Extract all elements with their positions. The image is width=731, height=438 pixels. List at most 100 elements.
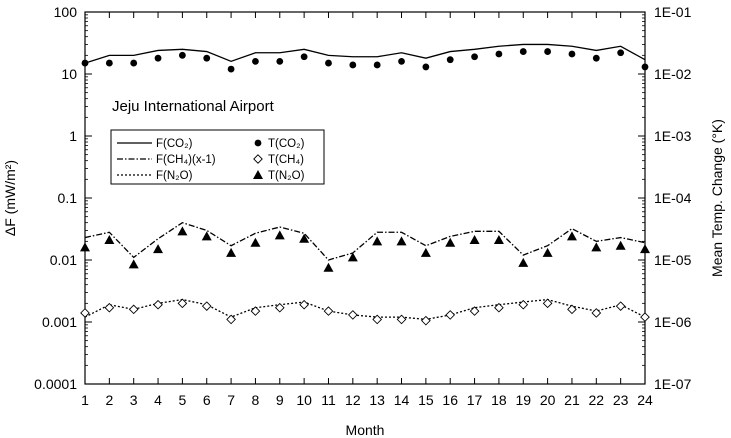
data-point-t-ch bbox=[421, 315, 431, 326]
data-point-t-ch bbox=[615, 301, 626, 312]
data-point-t-co bbox=[398, 57, 405, 65]
data-point-t-n-o bbox=[396, 236, 407, 246]
axis-ticks bbox=[84, 11, 646, 385]
data-point-t-ch bbox=[445, 310, 456, 320]
y-left-tick-label: 0.01 bbox=[50, 252, 77, 268]
data-point-t-co bbox=[471, 53, 478, 61]
legend-marker-t-co bbox=[254, 139, 262, 147]
data-point-t-n-o bbox=[347, 252, 358, 262]
data-point-t-ch bbox=[177, 298, 188, 309]
data-point-t-co bbox=[203, 54, 211, 62]
y-right-tick-label: 1E-02 bbox=[654, 66, 692, 82]
series-line-f-n-o bbox=[84, 298, 646, 321]
legend-label-f-co: F(CO₂) bbox=[156, 138, 193, 150]
y-right-tick-label: 1E-05 bbox=[654, 252, 692, 268]
data-point-t-n-o bbox=[640, 244, 650, 254]
data-point-t-co bbox=[641, 63, 649, 71]
series-layer bbox=[80, 43, 650, 326]
x-tick-label: 12 bbox=[345, 392, 361, 408]
data-point-t-n-o bbox=[274, 230, 285, 240]
legend-label-t-n-o: T(N₂O) bbox=[268, 170, 305, 182]
x-tick-label: 17 bbox=[467, 392, 483, 408]
data-point-t-ch bbox=[469, 306, 480, 316]
data-point-t-co bbox=[130, 59, 138, 67]
series-t-n-o bbox=[80, 226, 650, 272]
data-point-t-ch bbox=[153, 299, 163, 310]
data-point-t-n-o bbox=[493, 235, 504, 245]
data-point-t-co bbox=[81, 59, 89, 67]
data-point-t-n-o bbox=[445, 237, 456, 247]
x-tick-label: 20 bbox=[540, 392, 556, 408]
x-tick-label: 15 bbox=[418, 392, 434, 408]
data-point-t-co bbox=[519, 48, 527, 55]
series-line-f-ch-x-1 bbox=[84, 221, 646, 261]
data-point-t-n-o bbox=[80, 242, 90, 252]
series-f-ch-x-1 bbox=[84, 221, 646, 261]
plot-frame bbox=[84, 11, 646, 385]
data-point-t-co bbox=[592, 54, 600, 62]
data-point-t-co bbox=[105, 59, 113, 67]
data-point-t-co bbox=[373, 61, 381, 69]
data-point-t-co bbox=[227, 65, 235, 73]
x-tick-label: 8 bbox=[252, 392, 260, 408]
data-point-t-n-o bbox=[153, 244, 164, 254]
y-right-tick-label: 1E-01 bbox=[654, 4, 692, 20]
x-tick-label: 5 bbox=[178, 392, 186, 408]
y-left-tick-label: 1 bbox=[69, 128, 77, 144]
y-right-tick-label: 1E-06 bbox=[654, 314, 692, 330]
x-tick-label: 13 bbox=[369, 392, 385, 408]
data-point-t-ch bbox=[640, 312, 650, 322]
data-point-t-ch bbox=[274, 302, 285, 313]
data-point-t-ch bbox=[226, 314, 236, 325]
y-left-tick-label: 100 bbox=[54, 4, 78, 20]
data-point-t-n-o bbox=[591, 242, 602, 252]
data-point-t-ch bbox=[396, 314, 407, 325]
x-tick-label: 11 bbox=[321, 392, 336, 408]
data-point-t-ch bbox=[323, 306, 334, 316]
x-tick-label: 14 bbox=[394, 392, 410, 408]
legend-marker-t-n-o bbox=[253, 170, 263, 179]
y-left-tick-label: 0.1 bbox=[58, 190, 78, 206]
data-point-t-n-o bbox=[299, 233, 310, 243]
data-point-t-co bbox=[154, 54, 162, 62]
data-point-t-ch bbox=[250, 306, 261, 316]
data-point-t-n-o bbox=[615, 240, 626, 250]
data-point-t-ch bbox=[567, 304, 577, 315]
data-point-t-co bbox=[446, 56, 454, 64]
data-point-t-ch bbox=[128, 304, 139, 315]
data-point-t-co bbox=[178, 51, 186, 59]
x-tick-label: 6 bbox=[203, 392, 211, 408]
data-point-t-co bbox=[276, 57, 284, 65]
data-point-t-co bbox=[252, 57, 259, 65]
data-point-t-ch bbox=[372, 314, 383, 325]
data-point-t-n-o bbox=[372, 236, 383, 246]
legend-label-f-ch-x-1: F(CH₄)(x-1) bbox=[156, 154, 216, 166]
x-tick-label: 21 bbox=[564, 392, 580, 408]
series-line-f-co bbox=[84, 43, 646, 64]
data-point-t-ch bbox=[347, 310, 358, 320]
series-f-n-o bbox=[84, 298, 646, 321]
y-left-tick-label: 0.001 bbox=[42, 314, 77, 330]
data-point-t-co bbox=[495, 50, 503, 58]
y-left-tick-label: 10 bbox=[61, 66, 77, 82]
x-tick-label: 23 bbox=[613, 392, 629, 408]
data-point-t-co bbox=[325, 59, 332, 67]
data-point-t-co bbox=[300, 53, 308, 61]
x-tick-label: 3 bbox=[130, 392, 138, 408]
data-point-t-ch bbox=[201, 301, 212, 312]
y-right-tick-label: 1E-03 bbox=[654, 128, 692, 144]
legend-label-t-ch: T(CH₄) bbox=[268, 154, 304, 166]
x-tick-label: 18 bbox=[491, 392, 507, 408]
x-tick-label: 4 bbox=[154, 392, 162, 408]
data-point-t-n-o bbox=[469, 235, 480, 245]
x-tick-label: 2 bbox=[105, 392, 113, 408]
y-right-tick-label: 1E-04 bbox=[654, 190, 692, 206]
legend: F(CO₂) T(CO₂) F(CH₄)(x-1) T(CH₄) F(N₂O) T(N₂O… bbox=[117, 138, 305, 182]
x-tick-label: 24 bbox=[637, 392, 653, 408]
legend-marker-t-ch bbox=[253, 154, 263, 164]
x-tick-label: 19 bbox=[515, 392, 531, 408]
data-point-t-co bbox=[422, 63, 430, 71]
data-point-t-n-o bbox=[177, 226, 188, 236]
x-tick-label: 7 bbox=[227, 392, 235, 408]
